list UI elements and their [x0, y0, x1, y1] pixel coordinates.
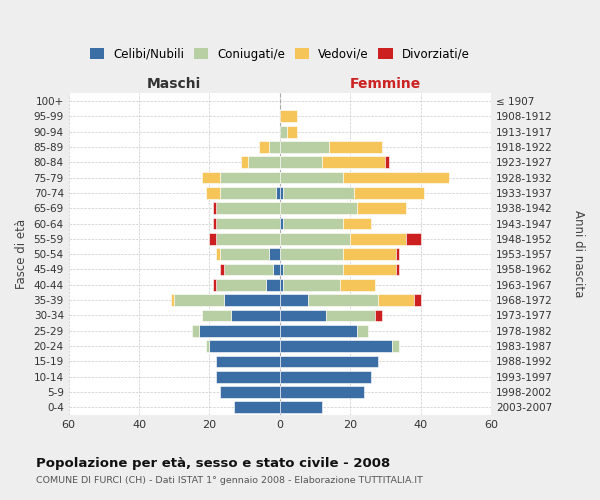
- Bar: [206, 187, 220, 199]
- Y-axis label: Fasce di età: Fasce di età: [15, 219, 28, 289]
- Bar: [209, 233, 217, 245]
- Bar: [217, 279, 266, 291]
- Bar: [280, 110, 298, 122]
- Bar: [280, 356, 379, 368]
- Bar: [340, 279, 375, 291]
- Bar: [280, 279, 283, 291]
- Bar: [248, 156, 280, 168]
- Bar: [280, 156, 322, 168]
- Bar: [199, 325, 280, 337]
- Bar: [280, 310, 326, 322]
- Bar: [217, 248, 220, 260]
- Bar: [220, 248, 269, 260]
- Bar: [280, 386, 364, 398]
- Bar: [230, 310, 280, 322]
- Bar: [269, 141, 280, 153]
- Bar: [192, 325, 199, 337]
- Bar: [202, 310, 230, 322]
- Bar: [343, 264, 396, 276]
- Bar: [269, 248, 280, 260]
- Bar: [217, 202, 280, 214]
- Y-axis label: Anni di nascita: Anni di nascita: [572, 210, 585, 298]
- Bar: [396, 248, 400, 260]
- Bar: [413, 294, 421, 306]
- Bar: [354, 187, 424, 199]
- Bar: [343, 248, 396, 260]
- Bar: [234, 402, 280, 413]
- Bar: [213, 202, 217, 214]
- Bar: [308, 294, 379, 306]
- Bar: [217, 356, 280, 368]
- Bar: [217, 218, 280, 230]
- Bar: [209, 340, 280, 352]
- Bar: [392, 340, 400, 352]
- Bar: [283, 218, 343, 230]
- Bar: [217, 233, 280, 245]
- Text: Femmine: Femmine: [350, 77, 421, 91]
- Bar: [224, 264, 273, 276]
- Bar: [396, 264, 400, 276]
- Text: COMUNE DI FURCI (CH) - Dati ISTAT 1° gennaio 2008 - Elaborazione TUTTITALIA.IT: COMUNE DI FURCI (CH) - Dati ISTAT 1° gen…: [36, 476, 423, 485]
- Bar: [280, 187, 283, 199]
- Bar: [280, 172, 343, 183]
- Bar: [217, 371, 280, 383]
- Bar: [280, 402, 322, 413]
- Bar: [357, 325, 368, 337]
- Bar: [213, 218, 217, 230]
- Bar: [375, 310, 382, 322]
- Bar: [206, 340, 209, 352]
- Bar: [174, 294, 224, 306]
- Bar: [220, 386, 280, 398]
- Bar: [171, 294, 174, 306]
- Bar: [280, 141, 329, 153]
- Legend: Celibi/Nubili, Coniugati/e, Vedovi/e, Divorziati/e: Celibi/Nubili, Coniugati/e, Vedovi/e, Di…: [90, 48, 470, 60]
- Bar: [280, 126, 287, 138]
- Bar: [220, 187, 276, 199]
- Text: Maschi: Maschi: [147, 77, 202, 91]
- Bar: [276, 187, 280, 199]
- Bar: [280, 264, 283, 276]
- Bar: [385, 156, 389, 168]
- Bar: [406, 233, 421, 245]
- Bar: [280, 325, 357, 337]
- Bar: [322, 156, 385, 168]
- Bar: [213, 279, 217, 291]
- Bar: [280, 294, 308, 306]
- Bar: [287, 126, 298, 138]
- Bar: [280, 248, 343, 260]
- Bar: [350, 233, 406, 245]
- Bar: [357, 202, 406, 214]
- Bar: [329, 141, 382, 153]
- Text: Popolazione per età, sesso e stato civile - 2008: Popolazione per età, sesso e stato civil…: [36, 458, 390, 470]
- Bar: [343, 172, 449, 183]
- Bar: [220, 264, 224, 276]
- Bar: [280, 218, 283, 230]
- Bar: [343, 218, 371, 230]
- Bar: [283, 264, 343, 276]
- Bar: [379, 294, 413, 306]
- Bar: [280, 202, 357, 214]
- Bar: [220, 172, 280, 183]
- Bar: [326, 310, 375, 322]
- Bar: [273, 264, 280, 276]
- Bar: [259, 141, 269, 153]
- Bar: [241, 156, 248, 168]
- Bar: [283, 187, 354, 199]
- Bar: [280, 233, 350, 245]
- Bar: [280, 340, 392, 352]
- Bar: [280, 371, 371, 383]
- Bar: [266, 279, 280, 291]
- Bar: [283, 279, 340, 291]
- Bar: [224, 294, 280, 306]
- Bar: [202, 172, 220, 183]
